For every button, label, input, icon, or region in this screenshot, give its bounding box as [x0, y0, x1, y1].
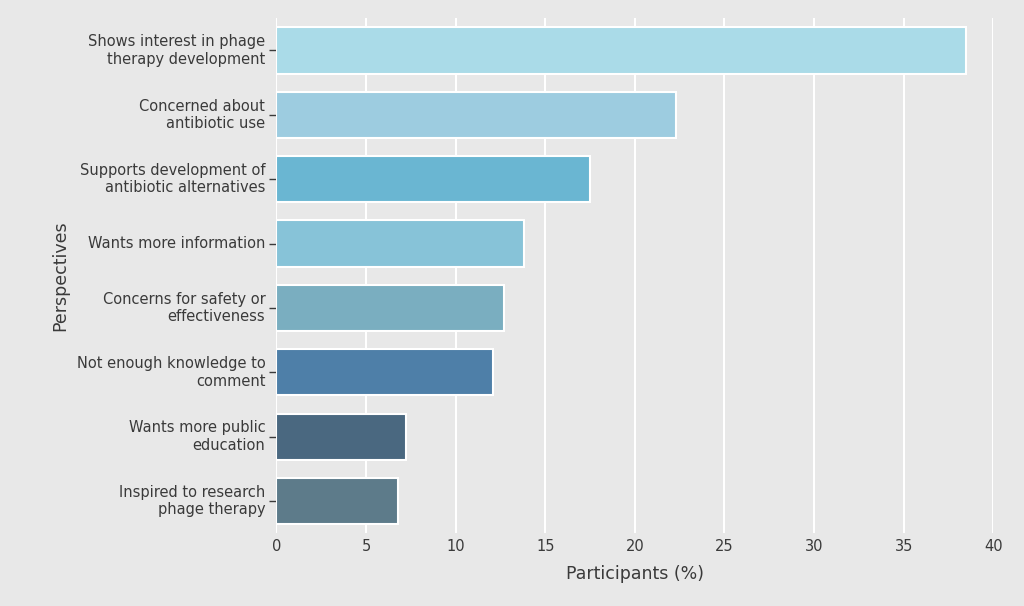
Bar: [276, 285, 504, 331]
Bar: [276, 156, 590, 202]
Bar: [276, 221, 524, 267]
Bar: [276, 92, 676, 138]
Bar: [276, 478, 398, 524]
Bar: [276, 27, 967, 73]
Bar: [276, 92, 676, 138]
X-axis label: Participants (%): Participants (%): [566, 565, 703, 583]
Bar: [276, 478, 398, 524]
Bar: [276, 156, 590, 202]
Y-axis label: Perspectives: Perspectives: [51, 221, 70, 331]
Bar: [276, 413, 406, 460]
Bar: [276, 27, 967, 73]
Bar: [276, 285, 504, 331]
Bar: [276, 349, 494, 396]
Bar: [276, 349, 494, 396]
Bar: [276, 413, 406, 460]
Bar: [276, 221, 524, 267]
